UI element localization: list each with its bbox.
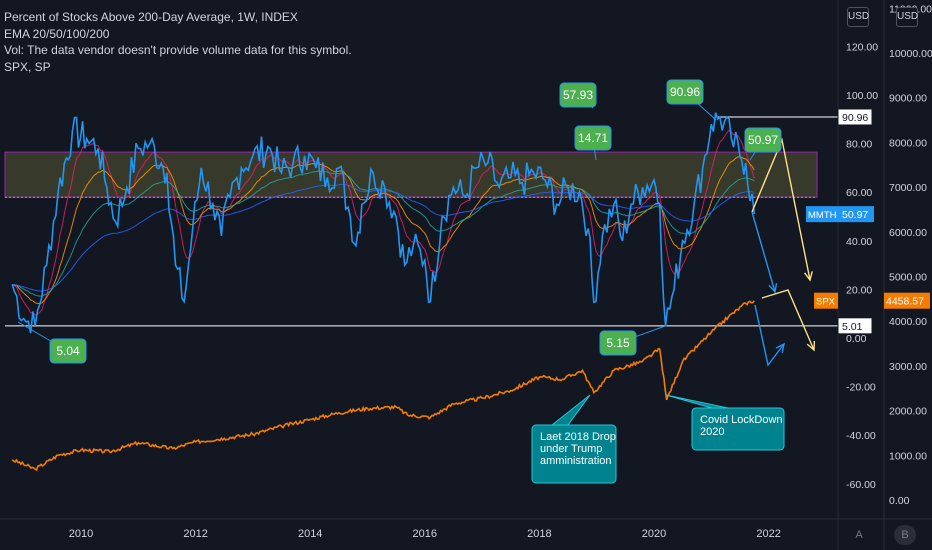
legend-title[interactable]: Percent of Stocks Above 200-Day Average,… bbox=[4, 10, 298, 24]
spx-tick-3000.00: 3000.00 bbox=[889, 361, 927, 373]
x-tick-2010: 2010 bbox=[69, 528, 93, 540]
breadth-series-line[interactable] bbox=[11, 112, 756, 334]
breadth-projection-blue-arrow bbox=[751, 211, 776, 293]
spx-axis-currency-button[interactable]: USD bbox=[896, 7, 918, 27]
callout-box-1[interactable] bbox=[691, 407, 785, 451]
spx-tick-7000.00: 7000.00 bbox=[889, 182, 927, 194]
series-layer bbox=[11, 112, 756, 472]
spx-tick-2000.00: 2000.00 bbox=[889, 406, 927, 418]
annotation-box-1[interactable] bbox=[559, 82, 597, 108]
projection-arrows-layer bbox=[751, 137, 816, 367]
percent-tick--60.00: -60.00 bbox=[846, 479, 876, 491]
callout-0-line-0: Laet 2018 Drop bbox=[540, 431, 616, 443]
spx-symbol-tag bbox=[814, 292, 838, 309]
spx-projection-yellow-arrow-head bbox=[806, 340, 816, 352]
ema-50-line bbox=[12, 156, 755, 305]
hline-tag-1 bbox=[837, 317, 873, 335]
spx-symbol-label: SPX bbox=[816, 297, 836, 308]
breadth-projection-yellow-arrow-head bbox=[804, 271, 813, 282]
spx-tick-8000.00: 8000.00 bbox=[889, 137, 927, 149]
callout-1-line-1: 2020 bbox=[700, 426, 724, 438]
percent-tick-120.00: 120.00 bbox=[846, 41, 878, 53]
annotation-label-5: 50.97 bbox=[748, 133, 778, 147]
percent-tick-100.00: 100.00 bbox=[846, 90, 878, 102]
breadth-projection-blue-arrow-head bbox=[768, 283, 778, 294]
spx-price-label: 4458.57 bbox=[886, 296, 924, 308]
x-tick-2014: 2014 bbox=[298, 528, 322, 540]
hline-tag-0 bbox=[837, 108, 873, 126]
spx-tick-5000.00: 5000.00 bbox=[889, 272, 927, 284]
log-scale-button[interactable]: B bbox=[894, 525, 916, 545]
percent-tick-20.00: 20.00 bbox=[846, 284, 872, 296]
mmth-price-label: 50.97 bbox=[842, 209, 868, 221]
mmth-symbol-label: MMTH bbox=[808, 210, 837, 221]
range-box-layer bbox=[4, 151, 818, 198]
annotation-label-3: 5.15 bbox=[606, 336, 630, 350]
range-box bbox=[4, 151, 818, 198]
annotation-label-0: 5.04 bbox=[56, 344, 80, 358]
annotation-box-2[interactable] bbox=[574, 125, 612, 151]
legend-volume[interactable]: Vol: The data vendor doesn't provide vol… bbox=[4, 43, 352, 57]
chart-legend: Percent of Stocks Above 200-Day Average,… bbox=[4, 9, 352, 75]
spx-tick-9000.00: 9000.00 bbox=[889, 93, 927, 105]
horizontal-lines-layer bbox=[5, 116, 838, 327]
legend-spx[interactable]: SPX, SP bbox=[4, 59, 51, 74]
percent-tick-0.00: 0.00 bbox=[846, 333, 867, 345]
spx-tick-10000.00: 10000.00 bbox=[889, 48, 932, 60]
callout-0-line-2: amministration bbox=[540, 455, 612, 467]
percent-tick-40.00: 40.00 bbox=[846, 236, 872, 248]
ema-20-line bbox=[11, 129, 755, 316]
annotation-box-5[interactable] bbox=[744, 127, 782, 153]
value-labels-layer: 5.04 57.93 14.71 5.15 90.96 50.97 bbox=[17, 79, 782, 364]
x-tick-2020: 2020 bbox=[642, 528, 666, 540]
spx-projection-blue-arrow-head bbox=[775, 342, 785, 353]
hline-tag-label-1: 5.01 bbox=[842, 321, 863, 333]
mmth-price-tag bbox=[838, 206, 874, 223]
ema-layer bbox=[11, 129, 755, 316]
callout-1-line-0: Covid LockDown bbox=[700, 414, 783, 426]
percent-tick--20.00: -20.00 bbox=[846, 382, 876, 394]
annotation-box-3[interactable] bbox=[599, 330, 637, 356]
x-tick-2012: 2012 bbox=[183, 528, 207, 540]
mmth-symbol-tag bbox=[806, 206, 838, 223]
annotation-label-4: 90.96 bbox=[670, 85, 700, 99]
breadth-projection-yellow-arrow bbox=[751, 137, 811, 281]
spx-tick-6000.00: 6000.00 bbox=[889, 227, 927, 239]
callout-pointer-0 bbox=[550, 394, 591, 426]
legend-ema[interactable]: EMA 20/50/100/200 bbox=[4, 26, 110, 41]
spx-series-line[interactable] bbox=[11, 300, 755, 472]
percent-axis-currency-button[interactable]: USD bbox=[847, 7, 869, 27]
annotation-label-1: 57.93 bbox=[563, 88, 593, 102]
spx-projection-yellow-arrow bbox=[761, 289, 815, 351]
percent-tick-80.00: 80.00 bbox=[846, 139, 872, 151]
hline-tag-label-0: 90.96 bbox=[842, 112, 868, 124]
spx-tick-1000.00: 1000.00 bbox=[889, 450, 927, 462]
callout-pointer-1 bbox=[665, 394, 729, 409]
callout-0-line-1: under Trump bbox=[540, 443, 602, 455]
auto-scale-button[interactable]: A bbox=[855, 529, 863, 541]
percent-tick--40.00: -40.00 bbox=[846, 430, 876, 442]
annotation-box-4[interactable] bbox=[666, 79, 704, 105]
annotation-label-2: 14.71 bbox=[578, 131, 608, 145]
x-tick-2022: 2022 bbox=[756, 528, 780, 540]
spx-price-tag bbox=[884, 292, 930, 309]
annotation-box-0[interactable] bbox=[49, 338, 87, 364]
callout-box-0[interactable] bbox=[531, 424, 617, 484]
ema-200-line bbox=[12, 183, 755, 292]
ema-100-line bbox=[12, 170, 755, 297]
percent-tick-60.00: 60.00 bbox=[846, 187, 872, 199]
spx-tick-0.00: 0.00 bbox=[889, 495, 910, 507]
spx-projection-blue-arrow bbox=[754, 304, 785, 367]
x-tick-2018: 2018 bbox=[527, 528, 551, 540]
spx-tick-4000.00: 4000.00 bbox=[889, 316, 927, 328]
x-tick-2016: 2016 bbox=[413, 528, 437, 540]
